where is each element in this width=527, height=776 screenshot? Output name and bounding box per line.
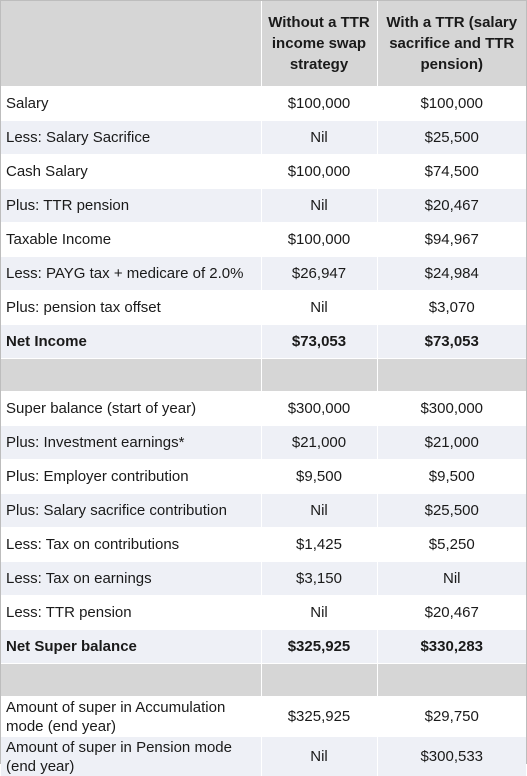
row-label-line1: Amount of super in Accumulation <box>6 698 261 717</box>
value-with-ttr: $20,467 <box>377 189 526 223</box>
table-row: Super balance (start of year) $300,000 $… <box>1 392 526 426</box>
value-without-ttr: $73,053 <box>261 325 377 359</box>
value-without-ttr: Nil <box>261 596 377 630</box>
header-with-line3: pension) <box>378 54 527 75</box>
row-label: Less: TTR pension <box>1 596 261 630</box>
header-without-line2: income swap <box>262 33 377 54</box>
value-without-ttr: Nil <box>261 494 377 528</box>
row-label-line1: Amount of super in Pension mode <box>6 738 261 757</box>
value-with-ttr: $24,984 <box>377 257 526 291</box>
value-without-ttr: $21,000 <box>261 426 377 460</box>
value-with-ttr: Nil <box>377 562 526 596</box>
row-label: Taxable Income <box>1 223 261 257</box>
row-label: Salary <box>1 87 261 121</box>
row-label: Less: PAYG tax + medicare of 2.0% <box>1 257 261 291</box>
value-with-ttr: $29,750 <box>377 697 526 737</box>
row-label: Amount of super in Accumulation mode (en… <box>1 697 261 737</box>
value-without-ttr: $1,425 <box>261 528 377 562</box>
table-row: Less: Salary Sacrifice Nil $25,500 <box>1 121 526 155</box>
section-divider <box>1 359 526 392</box>
value-without-ttr: $100,000 <box>261 223 377 257</box>
table-row: Salary $100,000 $100,000 <box>1 87 526 121</box>
value-with-ttr: $300,533 <box>377 737 526 776</box>
net-super-balance-row: Net Super balance $325,925 $330,283 <box>1 630 526 664</box>
row-label: Net Super balance <box>1 630 261 664</box>
header-without-line3: strategy <box>262 54 377 75</box>
header-without-line1: Without a TTR <box>262 12 377 33</box>
section-divider <box>1 664 526 697</box>
value-with-ttr: $20,467 <box>377 596 526 630</box>
row-label: Amount of super in Pension mode (end yea… <box>1 737 261 776</box>
row-label: Plus: Salary sacrifice contribution <box>1 494 261 528</box>
header-with-line2: sacrifice and TTR <box>378 33 527 54</box>
table-row: Cash Salary $100,000 $74,500 <box>1 155 526 189</box>
value-without-ttr: $100,000 <box>261 155 377 189</box>
header-with-ttr: With a TTR (salary sacrifice and TTR pen… <box>377 1 526 87</box>
value-with-ttr: $5,250 <box>377 528 526 562</box>
row-label: Plus: pension tax offset <box>1 291 261 325</box>
value-without-ttr: $3,150 <box>261 562 377 596</box>
row-label: Net Income <box>1 325 261 359</box>
table-row: Plus: Salary sacrifice contribution Nil … <box>1 494 526 528</box>
table-row: Less: TTR pension Nil $20,467 <box>1 596 526 630</box>
value-without-ttr: Nil <box>261 189 377 223</box>
value-with-ttr: $3,070 <box>377 291 526 325</box>
table-row: Taxable Income $100,000 $94,967 <box>1 223 526 257</box>
table-row: Amount of super in Pension mode (end yea… <box>1 737 526 776</box>
value-with-ttr: $94,967 <box>377 223 526 257</box>
value-with-ttr: $330,283 <box>377 630 526 664</box>
value-without-ttr: $9,500 <box>261 460 377 494</box>
header-with-line1: With a TTR (salary <box>378 12 527 33</box>
header-without-ttr: Without a TTR income swap strategy <box>261 1 377 87</box>
value-without-ttr: $325,925 <box>261 630 377 664</box>
table-row: Plus: Employer contribution $9,500 $9,50… <box>1 460 526 494</box>
table-row: Less: Tax on earnings $3,150 Nil <box>1 562 526 596</box>
value-with-ttr: $74,500 <box>377 155 526 189</box>
table-row: Less: Tax on contributions $1,425 $5,250 <box>1 528 526 562</box>
value-without-ttr: $300,000 <box>261 392 377 426</box>
value-with-ttr: $25,500 <box>377 121 526 155</box>
row-label-line2: mode (end year) <box>6 717 261 736</box>
value-without-ttr: $26,947 <box>261 257 377 291</box>
value-without-ttr: Nil <box>261 737 377 776</box>
row-label: Plus: Investment earnings* <box>1 426 261 460</box>
value-with-ttr: $73,053 <box>377 325 526 359</box>
table-row: Plus: Investment earnings* $21,000 $21,0… <box>1 426 526 460</box>
value-without-ttr: $100,000 <box>261 87 377 121</box>
net-income-row: Net Income $73,053 $73,053 <box>1 325 526 359</box>
row-label: Plus: TTR pension <box>1 189 261 223</box>
table-row: Plus: pension tax offset Nil $3,070 <box>1 291 526 325</box>
value-with-ttr: $21,000 <box>377 426 526 460</box>
row-label: Cash Salary <box>1 155 261 189</box>
table-row: Less: PAYG tax + medicare of 2.0% $26,94… <box>1 257 526 291</box>
value-with-ttr: $300,000 <box>377 392 526 426</box>
value-without-ttr: Nil <box>261 121 377 155</box>
value-with-ttr: $25,500 <box>377 494 526 528</box>
row-label: Super balance (start of year) <box>1 392 261 426</box>
value-without-ttr: Nil <box>261 291 377 325</box>
row-label-line2: (end year) <box>6 757 261 776</box>
row-label: Less: Salary Sacrifice <box>1 121 261 155</box>
row-label: Plus: Employer contribution <box>1 460 261 494</box>
row-label: Less: Tax on contributions <box>1 528 261 562</box>
value-without-ttr: $325,925 <box>261 697 377 737</box>
table-row: Amount of super in Accumulation mode (en… <box>1 697 526 737</box>
row-label: Less: Tax on earnings <box>1 562 261 596</box>
header-blank-cell <box>1 1 261 87</box>
table-header-row: Without a TTR income swap strategy With … <box>1 1 526 87</box>
value-with-ttr: $9,500 <box>377 460 526 494</box>
value-with-ttr: $100,000 <box>377 87 526 121</box>
table-row: Plus: TTR pension Nil $20,467 <box>1 189 526 223</box>
